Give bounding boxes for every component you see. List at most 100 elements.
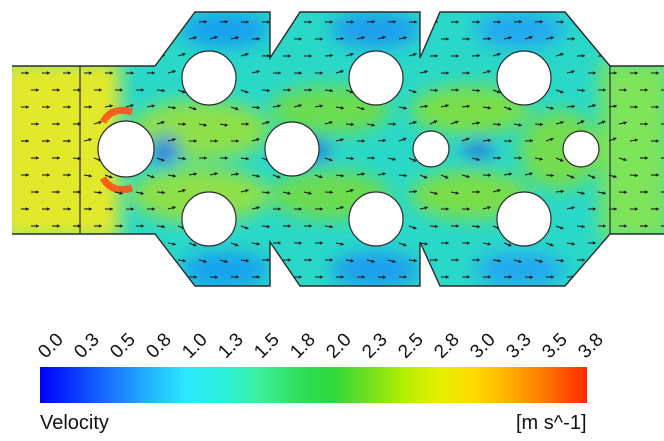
velocity-vector-head — [602, 258, 606, 262]
velocity-vector-head — [487, 138, 491, 143]
velocity-vector-head — [508, 106, 512, 111]
velocity-vector-head — [487, 206, 491, 210]
velocity-vector-head — [56, 88, 60, 92]
velocity-vector-head — [487, 242, 491, 246]
velocity-vector-head — [413, 20, 417, 24]
velocity-vector-head — [98, 224, 102, 228]
velocity-vector-head — [235, 139, 239, 143]
velocity-vector-head — [245, 189, 249, 193]
velocity-vector-head — [466, 207, 470, 211]
tube-bank — [97, 50, 600, 247]
velocity-vector-head — [161, 258, 165, 262]
velocity-vector-head — [109, 275, 113, 279]
velocity-vector-head — [434, 54, 438, 58]
velocity-vector-head — [571, 242, 575, 246]
velocity-vector-head — [466, 104, 470, 109]
velocity-vector-head — [193, 36, 197, 40]
velocity-vector-head — [25, 105, 29, 109]
velocity-vector-head — [581, 258, 585, 262]
velocity-vector-head — [655, 105, 659, 109]
velocity-vector-head — [340, 106, 344, 110]
velocity-vector-head — [613, 174, 617, 179]
velocity-vector-head — [245, 52, 249, 57]
velocity-vector-head — [371, 156, 375, 160]
velocity-vector-head — [560, 90, 564, 94]
velocity-vector-head — [612, 137, 617, 141]
velocity-vector-head — [634, 275, 638, 279]
velocity-vector-head — [655, 173, 659, 177]
velocity-vector-head — [67, 275, 71, 279]
velocity-vector-head — [424, 104, 428, 109]
velocity-vector-head — [172, 105, 176, 110]
velocity-vector-head — [412, 158, 417, 162]
velocity-vector-head — [413, 258, 417, 263]
velocity-vector-head — [182, 188, 186, 193]
velocity-vector-head — [214, 139, 218, 143]
velocity-vector-head — [25, 241, 29, 245]
velocity-vector-head — [560, 20, 564, 24]
colorbar-tick-label: 3.0 — [466, 329, 500, 363]
velocity-vector-head — [413, 89, 417, 94]
velocity-vector-head — [140, 258, 144, 262]
velocity-vector-head — [581, 191, 585, 195]
velocity-vector-head — [329, 20, 333, 24]
velocity-vector-head — [161, 224, 165, 229]
velocity-vector-head — [77, 156, 81, 161]
velocity-vector-head — [466, 71, 470, 75]
velocity-vector-head — [329, 258, 333, 262]
velocity-vector-head — [623, 88, 627, 92]
velocity-vector-head — [508, 243, 512, 247]
velocity-vector-head — [487, 275, 491, 279]
velocity-vector-head — [340, 138, 344, 142]
low-velocity-zone — [330, 252, 420, 286]
velocity-vector-head — [350, 20, 354, 24]
velocity-vector-head — [88, 275, 92, 279]
velocity-vector-head — [329, 158, 333, 162]
velocity-vector-head — [109, 104, 113, 108]
velocity-vector-head — [508, 275, 512, 279]
velocity-vector-head — [623, 121, 627, 125]
velocity-vector-head — [350, 52, 354, 57]
velocity-vector-head — [214, 35, 218, 40]
velocity-vector-head — [644, 54, 648, 58]
velocity-vector-head — [550, 173, 554, 178]
velocity-vector-head — [466, 275, 470, 279]
velocity-vector-head — [151, 275, 155, 279]
velocity-vector-head — [539, 122, 543, 127]
velocity-vector-head — [361, 106, 365, 111]
velocity-vector-head — [88, 138, 92, 142]
velocity-vector-head — [634, 138, 638, 142]
velocity-vector-head — [487, 106, 491, 110]
velocity-vector-head — [655, 71, 659, 75]
velocity-vector-head — [235, 106, 239, 111]
low-velocity-zone — [475, 252, 565, 286]
colorbar-tick-label: 1.5 — [250, 329, 284, 363]
outlet-region — [600, 60, 664, 240]
velocity-vector-head — [319, 207, 323, 211]
velocity-vector-head — [151, 207, 155, 211]
velocity-vector-head — [529, 275, 533, 279]
velocity-vector-head — [319, 241, 323, 245]
velocity-vector-head — [109, 175, 113, 179]
velocity-vector-head — [361, 36, 365, 40]
velocity-vector-head — [25, 71, 29, 75]
velocity-vector-head — [172, 174, 176, 178]
velocity-vector-head — [119, 191, 123, 195]
velocity-vector-head — [298, 207, 302, 211]
tube-obstacle — [181, 191, 237, 247]
velocity-vector-head — [623, 258, 627, 262]
velocity-vector-head — [56, 190, 60, 194]
velocity-vector-head — [518, 123, 522, 127]
velocity-vector-head — [193, 139, 197, 143]
velocity-vector-head — [602, 191, 606, 195]
low-velocity-zone — [180, 252, 270, 286]
velocity-vector-head — [266, 190, 270, 195]
tube-obstacle — [562, 130, 600, 168]
velocity-vector-head — [476, 121, 480, 125]
velocity-vector-head — [298, 241, 302, 245]
velocity-vector-head — [119, 54, 123, 58]
velocity-vector-head — [172, 275, 176, 279]
velocity-vector-head — [550, 243, 554, 247]
velocity-vector-head — [497, 90, 501, 94]
velocity-vector-head — [109, 241, 113, 245]
